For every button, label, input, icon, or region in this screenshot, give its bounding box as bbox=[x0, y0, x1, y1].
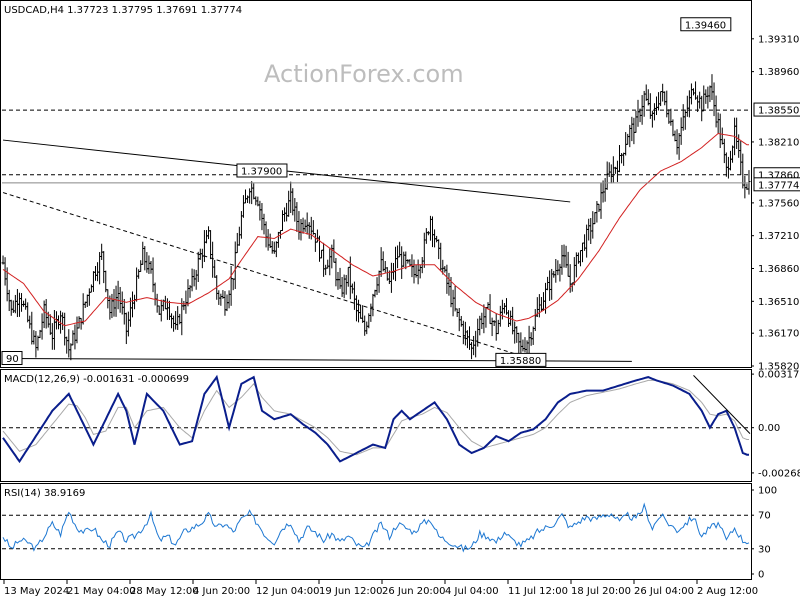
price-panel-title: USDCAD,H4 1.37723 1.37795 1.37691 1.3777… bbox=[4, 5, 242, 16]
annotation-0-box bbox=[680, 17, 732, 32]
watermark: ActionForex.com bbox=[264, 60, 464, 88]
macd-layer bbox=[2, 374, 751, 464]
x-tick-label-0: 13 May 2024 bbox=[4, 586, 69, 597]
x-tick-label-7: 4 Jul 04:00 bbox=[445, 586, 499, 597]
moving-average-line bbox=[2, 132, 749, 327]
x-tick-label-6: 26 Jun 20:00 bbox=[382, 586, 446, 597]
macd-panel-frame bbox=[0, 369, 752, 482]
annotation-0-text: 1.39460 bbox=[685, 20, 726, 31]
price-y-tick-7-label: 1.36170 bbox=[758, 329, 799, 340]
price-y-tick-3-label: 1.37560 bbox=[758, 198, 799, 209]
rsi-layer bbox=[2, 502, 750, 553]
macd-y-tick-1-label: 0.00 bbox=[758, 423, 780, 434]
annotation-3-box bbox=[1, 351, 23, 365]
price-y-tick-1-label: 1.38960 bbox=[758, 67, 799, 78]
price-y-tick-0-label: 1.39310 bbox=[758, 34, 799, 45]
axis-layer: 1.39310 1.38960 1.38210 1.37560 1.37210 1.368… bbox=[3, 34, 800, 597]
macd-line bbox=[2, 374, 749, 464]
price-y-tick-8-label: 1.35820 bbox=[758, 362, 799, 373]
rsi-line bbox=[2, 502, 750, 553]
x-tick-label-4: 12 Jun 04:00 bbox=[256, 586, 320, 597]
x-tick-label-3: 4 Jun 20:00 bbox=[193, 586, 250, 597]
annotation-2-text: 1.35880 bbox=[500, 356, 541, 367]
macd-y-tick-2-label: -0.00268 bbox=[758, 468, 800, 479]
level-axis-tag-2-box bbox=[753, 177, 800, 192]
price-y-tick-5-label: 1.36860 bbox=[758, 264, 799, 275]
x-tick-label-9: 18 Jul 20:00 bbox=[571, 586, 631, 597]
level-axis-tag-0-text: 1.38550 bbox=[758, 106, 799, 117]
price-y-tick-2-label: 1.38210 bbox=[758, 137, 799, 148]
x-tick-label-11: 2 Aug 12:00 bbox=[697, 586, 758, 597]
price-y-tick-4-label: 1.37210 bbox=[758, 231, 799, 242]
level-axis-tag-1-text: 1.37860 bbox=[758, 170, 799, 181]
rsi-y-tick-1-label: 70 bbox=[758, 511, 771, 522]
x-tick-label-2: 28 May 12:00 bbox=[130, 586, 199, 597]
rsi-panel-title: RSI(14) 38.9169 bbox=[4, 488, 85, 499]
price-layer: 1.39460 1.37900 1.35880 90 bbox=[1, 17, 751, 367]
macd-signal-line bbox=[2, 379, 749, 456]
annotation-2-box bbox=[495, 352, 547, 367]
annotation-1-box bbox=[236, 163, 288, 178]
level-axis-tag-2-text: 1.37774 bbox=[758, 180, 799, 191]
x-tick-label-8: 11 Jul 12:00 bbox=[508, 586, 568, 597]
macd-trendline bbox=[693, 375, 751, 434]
x-tick-label-10: 26 Jul 04:00 bbox=[634, 586, 694, 597]
macd-y-tick-0-label: 0.003175 bbox=[758, 370, 800, 381]
level-axis-tag-0-box bbox=[753, 102, 800, 117]
price-panel-frame bbox=[0, 0, 752, 368]
x-tick-label-5: 19 Jun 12:00 bbox=[319, 586, 383, 597]
annotation-1-text: 1.37900 bbox=[241, 167, 282, 178]
annotation-3-text: 90 bbox=[6, 354, 19, 365]
macd-panel-title: MACD(12,26,9) -0.001631 -0.000699 bbox=[4, 374, 189, 385]
price-y-tick-6-label: 1.36510 bbox=[758, 297, 799, 308]
rsi-y-tick-3-label: 0 bbox=[758, 570, 764, 581]
x-tick-label-1: 21 May 04:00 bbox=[67, 586, 136, 597]
rsi-y-tick-2-label: 30 bbox=[758, 544, 771, 555]
rsi-y-tick-0-label: 100 bbox=[758, 486, 777, 497]
